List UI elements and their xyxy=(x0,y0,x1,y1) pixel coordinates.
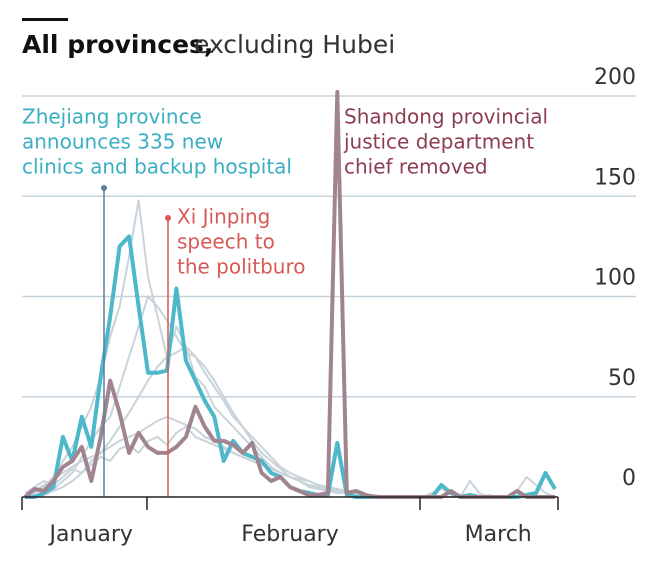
title-rule xyxy=(22,18,68,21)
chart-subtitle: excluding Hubei xyxy=(194,30,395,59)
y-tick-label: 50 xyxy=(608,366,636,391)
y-tick-label: 200 xyxy=(594,65,636,90)
pointer-dot xyxy=(101,185,107,191)
x-tick-label: January xyxy=(48,522,133,547)
annotation: justice department xyxy=(343,130,534,154)
annotation: Shandong provincial xyxy=(344,105,548,129)
annotation: clinics and backup hospital xyxy=(22,155,292,179)
annotation: chief removed xyxy=(344,155,488,179)
y-tick-label: 150 xyxy=(594,165,636,190)
y-tick-label: 100 xyxy=(594,266,636,291)
y-tick-label: 0 xyxy=(622,466,636,491)
annotation: Xi Jinping xyxy=(177,205,270,229)
annotation: announces 335 new xyxy=(22,130,223,154)
annotation: Zhejiang province xyxy=(22,105,202,129)
x-tick-label: February xyxy=(241,522,339,547)
annotation: the politburo xyxy=(177,255,305,279)
pointer-dot xyxy=(165,215,171,221)
annotation: speech to xyxy=(177,230,275,254)
chart-title: All provinces, xyxy=(22,30,213,59)
x-tick-label: March xyxy=(465,522,532,547)
